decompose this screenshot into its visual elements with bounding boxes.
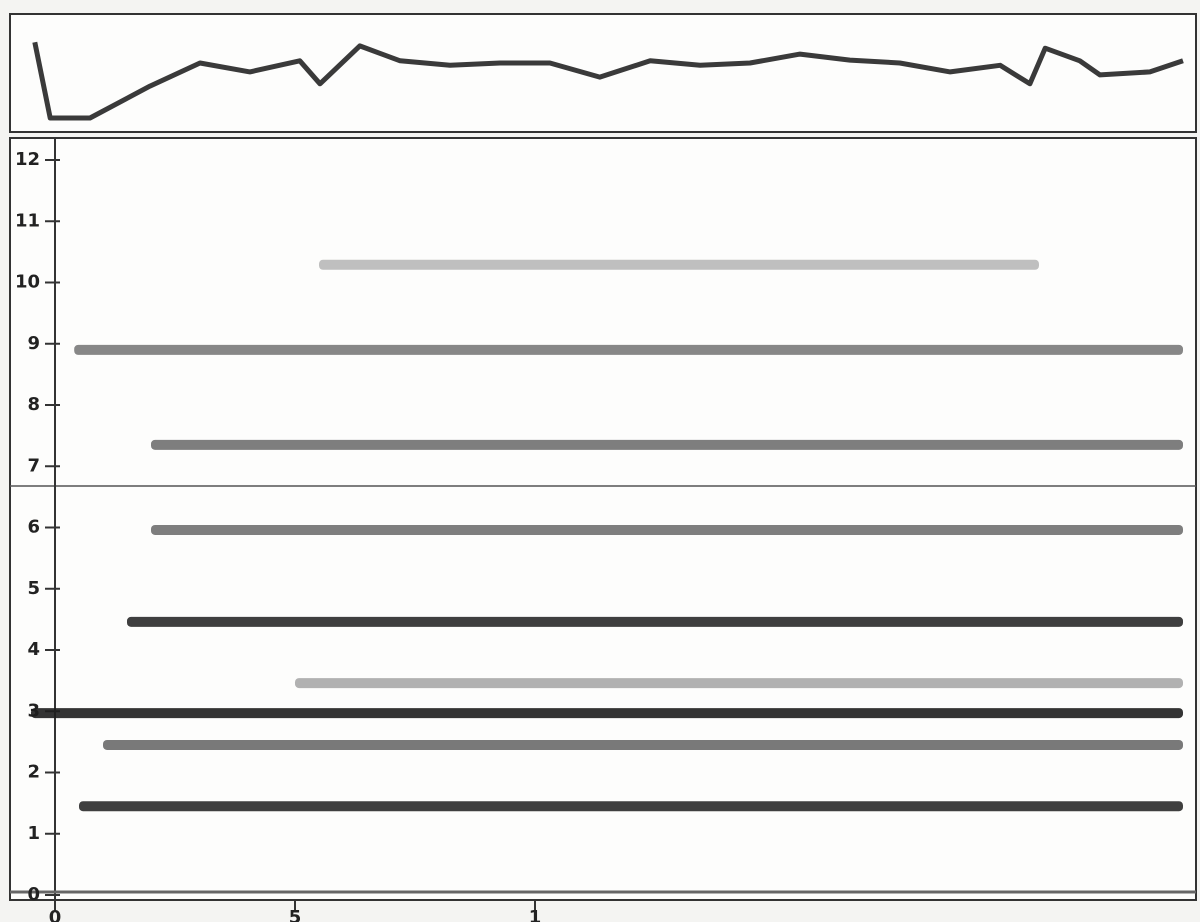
x-tick-label: 1 <box>529 907 542 922</box>
y-tick-label: 4 <box>27 639 40 660</box>
y-tick-label: 1 <box>27 823 40 844</box>
x-tick-label: 0 <box>49 907 62 922</box>
formant-band <box>127 616 1183 627</box>
formant-band <box>295 678 1183 689</box>
y-tick-label: 7 <box>27 455 40 476</box>
x-tick-label: 5 <box>289 907 302 922</box>
y-tick-label: 11 <box>15 210 40 231</box>
formant-band <box>103 739 1183 750</box>
y-tick-label: 6 <box>27 517 40 538</box>
formant-band <box>151 439 1183 450</box>
formant-band <box>79 801 1183 812</box>
formant-band <box>319 259 1039 270</box>
formant-band <box>74 344 1184 355</box>
y-tick-label: 8 <box>27 394 40 415</box>
y-tick-label: 2 <box>27 762 40 783</box>
amplitude-trace <box>32 41 1184 121</box>
formant-band <box>151 524 1183 535</box>
y-tick-label: 9 <box>27 333 40 354</box>
y-tick-label: 12 <box>15 149 40 170</box>
formant-band <box>31 708 1183 719</box>
y-tick-label: 10 <box>15 272 40 293</box>
amplitude-panel <box>9 13 1197 133</box>
spectrogram-panel <box>9 137 1197 901</box>
y-tick-label: 0 <box>27 884 40 905</box>
y-tick-label: 5 <box>27 578 40 599</box>
